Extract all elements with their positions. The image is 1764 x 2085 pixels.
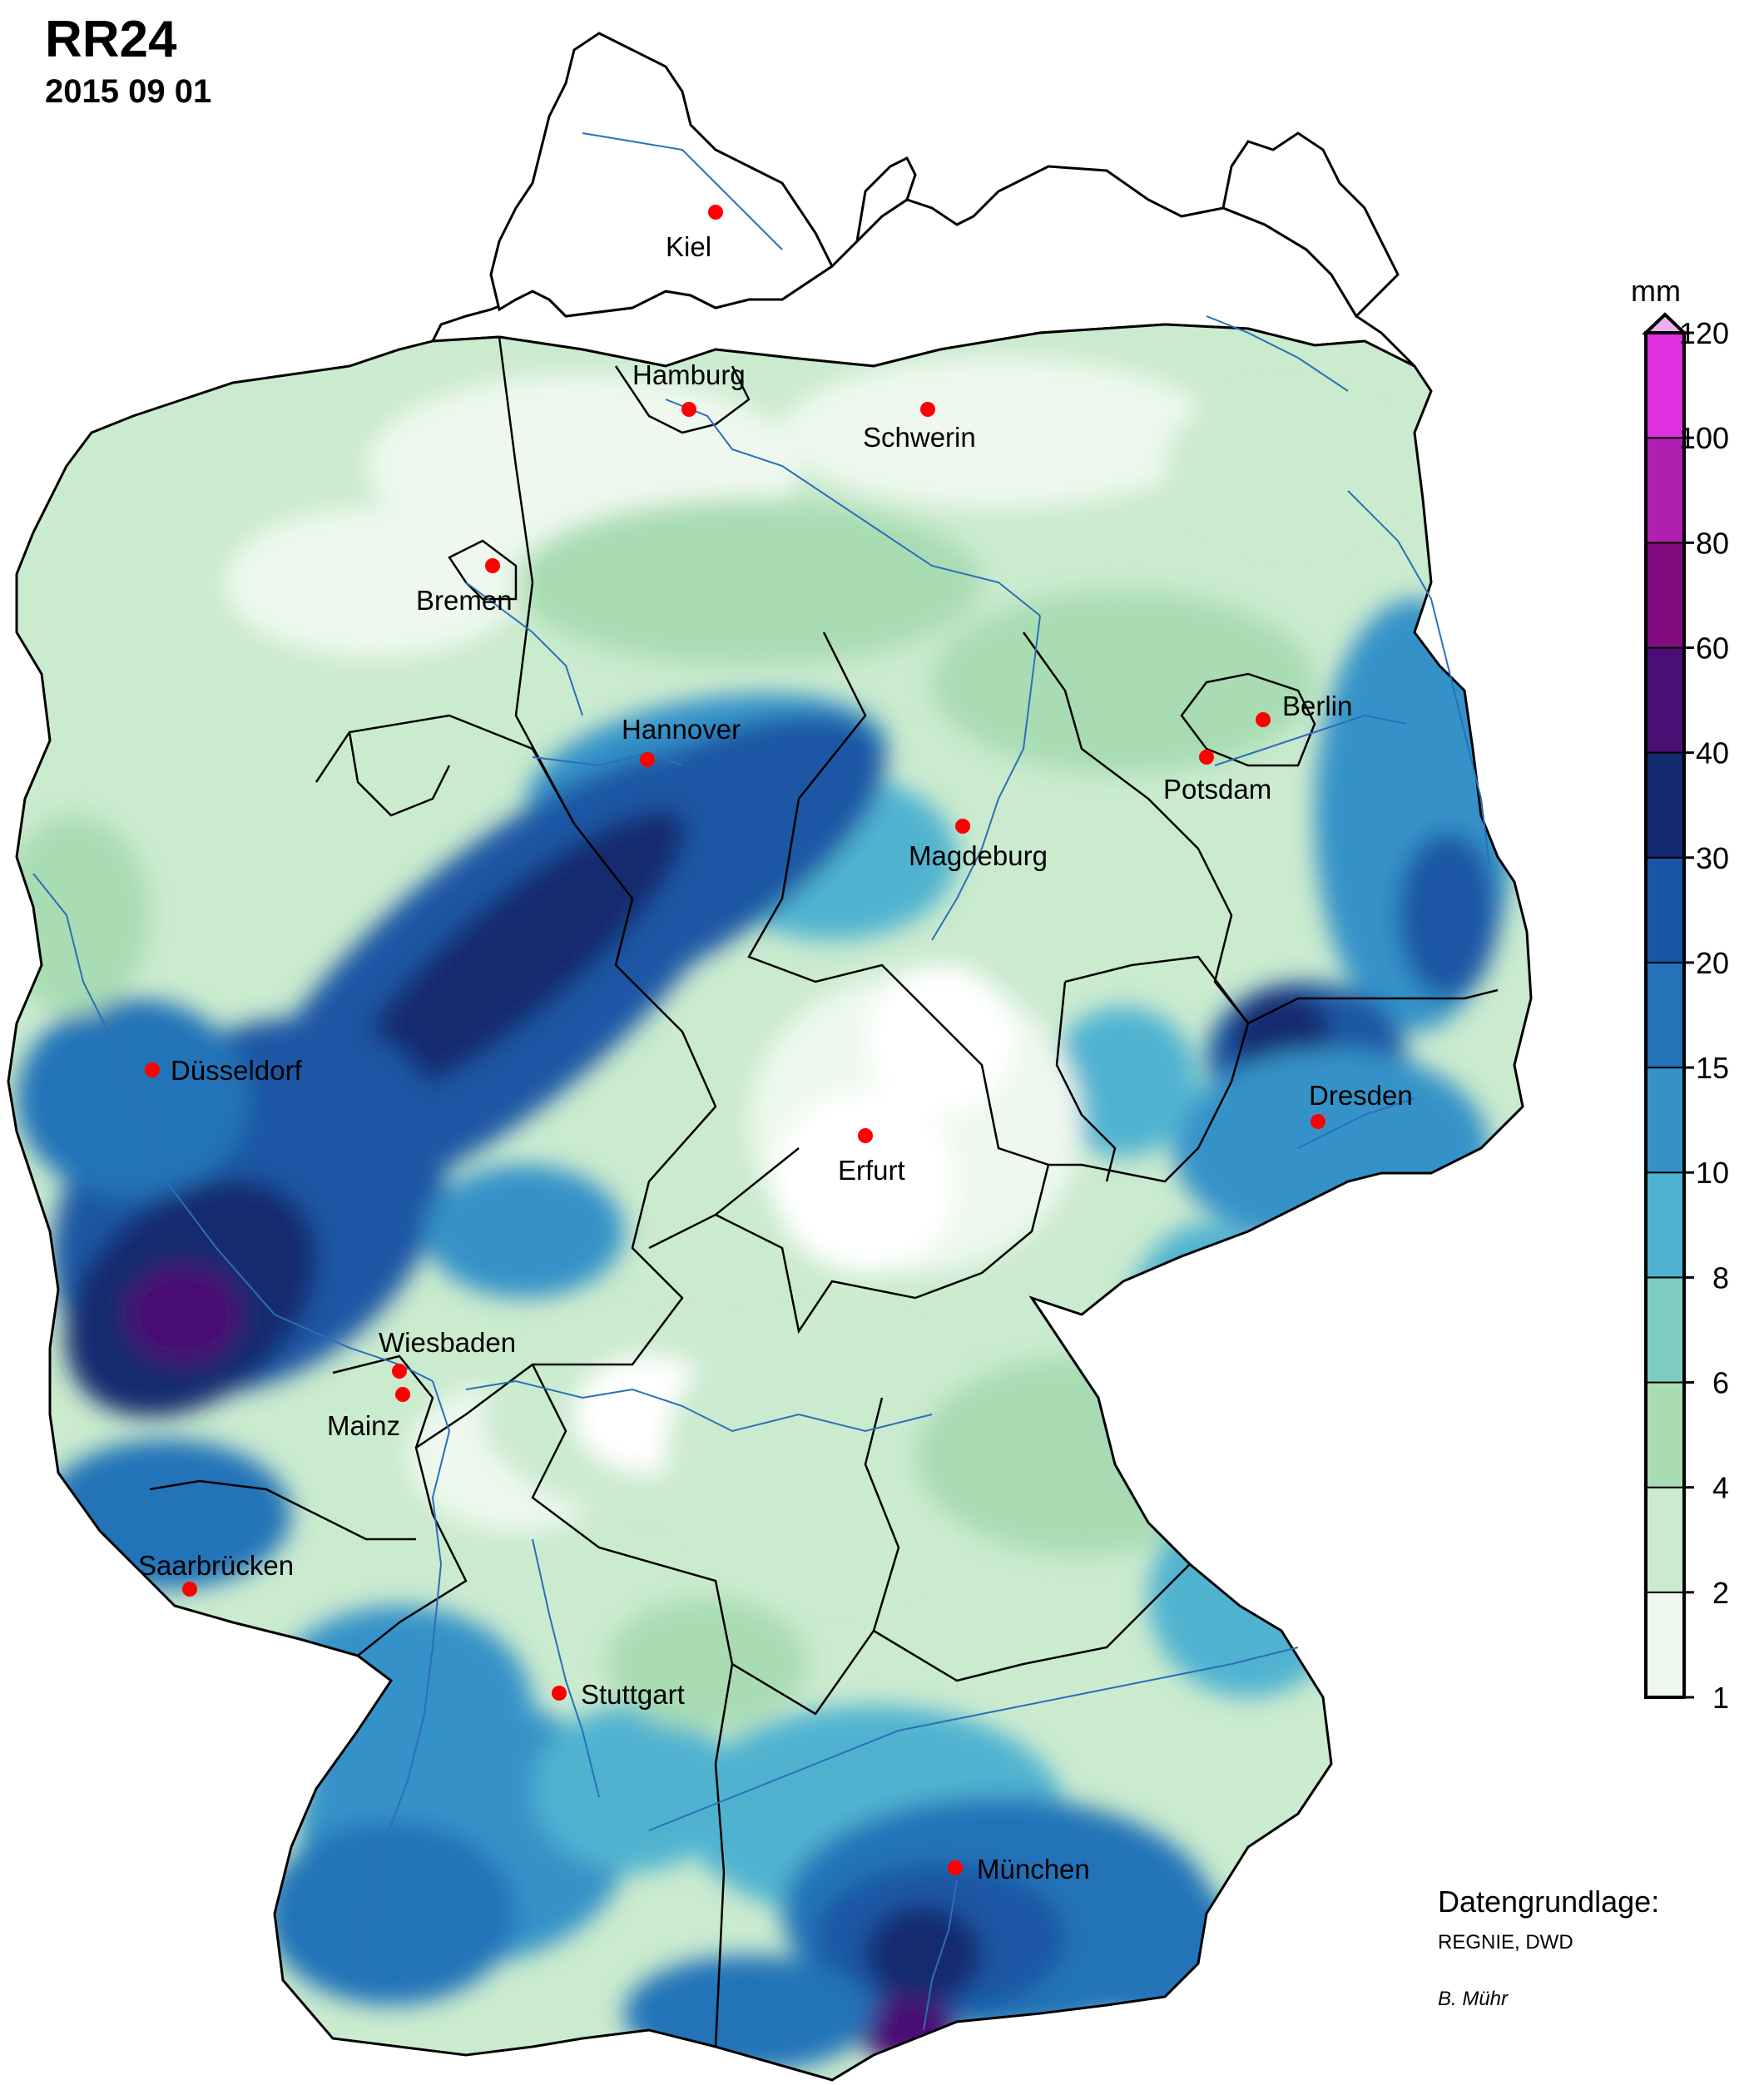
legend-tick-label: 100 [1679,421,1729,455]
city-muenchen[interactable]: München [948,1854,1090,1884]
city-marker [948,1860,963,1875]
city-label: Wiesbaden [379,1327,516,1358]
legend-swatch [1645,961,1685,1069]
city-label: Saarbrücken [138,1550,294,1581]
city-markers: Kiel Hamburg Schwerin Bremen Hannover Be… [138,205,1413,1884]
city-label: Stuttgart [581,1679,685,1710]
country-border [7,323,1533,2082]
city-marker [681,402,696,417]
city-marker [485,558,500,573]
city-marker [392,1364,407,1379]
legend-swatch [1645,1381,1685,1488]
legend-frame [1644,331,1686,1699]
legend-tick-label: 40 [1696,736,1729,770]
credits-source: REGNIE, DWD [1438,1931,1573,1954]
legend-tick-label: 4 [1712,1471,1729,1505]
city-duesseldorf[interactable]: Düsseldorf [145,1055,303,1086]
legend-swatch [1645,1591,1685,1699]
city-potsdam[interactable]: Potsdam [1163,750,1271,805]
legend-tick-label: 6 [1712,1366,1729,1400]
city-bremen[interactable]: Bremen [416,558,513,616]
city-dresden[interactable]: Dresden [1309,1080,1413,1129]
legend-tick-label: 10 [1696,1156,1729,1190]
city-marker [552,1686,567,1701]
map-date: 2015 09 01 [45,73,212,110]
city-magdeburg[interactable]: Magdeburg [909,819,1048,871]
city-label: München [977,1854,1090,1884]
city-berlin[interactable]: Berlin [1256,691,1352,727]
legend-swatch [1645,751,1685,859]
credits-heading: Datengrundlage: [1438,1884,1660,1919]
legend-tick-label: 30 [1696,841,1729,875]
legend-tick-label: 60 [1696,631,1729,665]
city-label: Mainz [327,1410,400,1441]
city-hamburg[interactable]: Hamburg [632,359,746,417]
northern-coast [430,32,1416,368]
legend-swatch [1645,1486,1685,1593]
city-label: Erfurt [838,1155,905,1186]
data-credits: Datengrundlage: REGNIE, DWD B. Mühr [1438,1884,1659,2011]
credits-author: B. Mühr [1438,1988,1509,2010]
legend-tick-label: 80 [1696,526,1729,560]
legend-color-bar [1642,312,1688,1699]
city-marker [182,1582,197,1597]
city-label: Bremen [416,585,513,616]
legend-tick-label: 8 [1712,1260,1729,1295]
precipitation-field [8,324,1531,2080]
city-marker [395,1387,410,1402]
legend-tick-label: 20 [1696,946,1729,980]
city-marker [955,819,970,834]
city-label: Schwerin [863,422,976,453]
legend-swatch [1645,1276,1685,1384]
legend: mm 1 2 4 6 8 10 15 20 30 40 60 80 100 120 [1631,274,1729,1715]
city-erfurt[interactable]: Erfurt [838,1128,905,1186]
legend-tick-label: 1 [1712,1681,1729,1715]
city-marker [1256,712,1271,727]
city-marker [1199,750,1214,765]
legend-swatch [1645,1171,1685,1279]
city-hannover[interactable]: Hannover [622,714,741,767]
city-label: Potsdam [1163,774,1271,805]
city-schwerin[interactable]: Schwerin [863,402,976,453]
city-marker [1311,1114,1325,1129]
legend-swatch [1645,856,1685,963]
legend-swatch [1645,542,1685,649]
state-borders [149,336,1499,2048]
city-label: Berlin [1282,691,1352,721]
city-marker [920,402,935,417]
city-label: Dresden [1309,1080,1413,1111]
city-wiesbaden[interactable]: Wiesbaden [379,1327,516,1379]
city-kiel[interactable]: Kiel [666,205,723,262]
city-marker [858,1128,873,1143]
city-marker [145,1062,160,1077]
city-marker [640,752,655,767]
legend-unit: mm [1631,274,1681,308]
city-label: Magdeburg [909,840,1048,871]
city-mainz[interactable]: Mainz [327,1387,410,1441]
legend-tick-label: 120 [1679,316,1729,350]
city-label: Hamburg [632,359,746,390]
city-label: Düsseldorf [171,1055,303,1086]
legend-swatch [1645,1067,1685,1174]
city-label: Kiel [666,231,711,262]
map-title: RR24 [45,11,177,68]
city-label: Hannover [622,714,741,745]
legend-tick-label: 15 [1696,1051,1729,1085]
legend-swatch [1645,646,1685,754]
legend-tick-labels: 1 2 4 6 8 10 15 20 30 40 60 80 100 120 [1679,316,1729,1715]
city-saarbruecken[interactable]: Saarbrücken [138,1550,294,1597]
city-marker [708,205,723,220]
rivers [32,132,1490,2031]
city-stuttgart[interactable]: Stuttgart [552,1679,685,1710]
legend-tick-label: 2 [1712,1576,1729,1610]
